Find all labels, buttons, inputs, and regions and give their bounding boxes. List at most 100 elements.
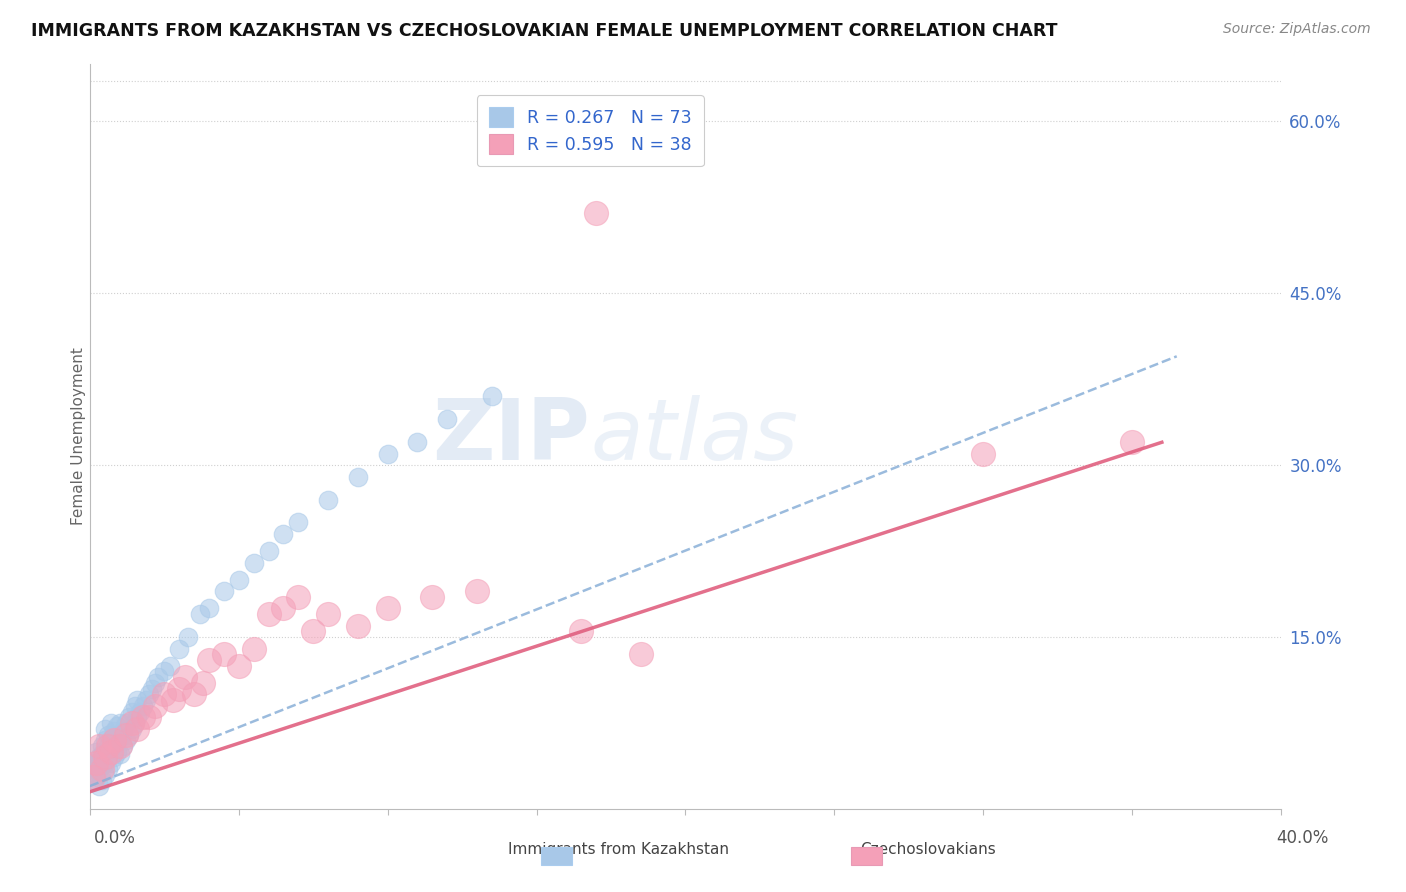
Point — [124, 698, 146, 713]
Point — [273, 601, 295, 615]
Y-axis label: Female Unemployment: Female Unemployment — [72, 348, 86, 525]
Point — [228, 573, 250, 587]
Text: Czechoslovakians: Czechoslovakians — [860, 842, 995, 856]
Point — [228, 658, 250, 673]
Point — [108, 731, 131, 745]
Text: Immigrants from Kazakhstan: Immigrants from Kazakhstan — [508, 842, 730, 856]
Point — [82, 770, 104, 784]
Point — [87, 762, 110, 776]
Point — [121, 705, 143, 719]
Point — [287, 516, 309, 530]
Point — [436, 412, 458, 426]
Point — [80, 767, 103, 781]
Point — [90, 747, 112, 761]
Point — [103, 724, 125, 739]
Point — [90, 773, 112, 788]
Text: atlas: atlas — [591, 395, 799, 478]
Point — [117, 710, 139, 724]
Point — [159, 658, 181, 673]
Point — [93, 767, 115, 781]
Point — [143, 698, 166, 713]
Point — [105, 733, 128, 747]
Text: 40.0%: 40.0% — [1277, 829, 1329, 847]
Point — [630, 648, 652, 662]
Point — [90, 739, 112, 753]
Point — [198, 653, 221, 667]
Point — [103, 733, 125, 747]
Point — [87, 779, 110, 793]
Point — [127, 722, 149, 736]
Point — [129, 705, 152, 719]
Point — [84, 767, 107, 781]
Point — [257, 607, 280, 622]
Point — [114, 727, 136, 741]
Point — [167, 681, 190, 696]
Point — [377, 601, 399, 615]
Point — [117, 727, 139, 741]
Point — [108, 747, 131, 761]
Point — [377, 447, 399, 461]
Point — [93, 745, 115, 759]
Point — [82, 773, 104, 788]
Point — [132, 710, 155, 724]
Point — [108, 716, 131, 731]
Point — [97, 750, 120, 764]
Point — [316, 492, 339, 507]
Point — [148, 670, 170, 684]
Point — [242, 556, 264, 570]
Point — [105, 719, 128, 733]
Point — [135, 693, 157, 707]
Point — [82, 762, 104, 776]
Point — [111, 739, 134, 753]
Point — [212, 584, 235, 599]
Point — [100, 745, 122, 759]
Point — [481, 389, 503, 403]
Point — [465, 584, 488, 599]
Point — [143, 676, 166, 690]
Point — [188, 607, 211, 622]
Point — [177, 630, 200, 644]
Point — [406, 435, 429, 450]
Point — [100, 756, 122, 771]
Point — [191, 676, 214, 690]
Point — [121, 722, 143, 736]
Point — [87, 750, 110, 764]
Point — [316, 607, 339, 622]
Point — [103, 739, 125, 753]
Point — [132, 698, 155, 713]
Point — [347, 618, 370, 632]
Point — [105, 745, 128, 759]
Point — [127, 710, 149, 724]
Point — [212, 648, 235, 662]
Point — [141, 681, 163, 696]
Point — [127, 693, 149, 707]
Point — [302, 624, 325, 639]
Point — [121, 716, 143, 731]
Point — [100, 716, 122, 731]
Point — [97, 762, 120, 776]
Point — [347, 469, 370, 483]
Point — [84, 756, 107, 771]
Point — [138, 687, 160, 701]
Point — [87, 739, 110, 753]
Point — [100, 733, 122, 747]
Text: ZIP: ZIP — [433, 395, 591, 478]
Point — [198, 601, 221, 615]
Point — [114, 716, 136, 731]
Point — [84, 756, 107, 771]
Point — [585, 206, 607, 220]
Point — [90, 762, 112, 776]
Point — [972, 447, 994, 461]
Point — [114, 733, 136, 747]
Point — [153, 687, 176, 701]
Point — [93, 750, 115, 764]
Point — [84, 745, 107, 759]
Text: IMMIGRANTS FROM KAZAKHSTAN VS CZECHOSLOVAKIAN FEMALE UNEMPLOYMENT CORRELATION CH: IMMIGRANTS FROM KAZAKHSTAN VS CZECHOSLOV… — [31, 22, 1057, 40]
Point — [257, 544, 280, 558]
Point — [420, 590, 443, 604]
Legend: R = 0.267   N = 73, R = 0.595   N = 38: R = 0.267 N = 73, R = 0.595 N = 38 — [477, 95, 703, 167]
Text: 0.0%: 0.0% — [94, 829, 136, 847]
Point — [242, 641, 264, 656]
Point — [183, 687, 205, 701]
Point — [273, 527, 295, 541]
